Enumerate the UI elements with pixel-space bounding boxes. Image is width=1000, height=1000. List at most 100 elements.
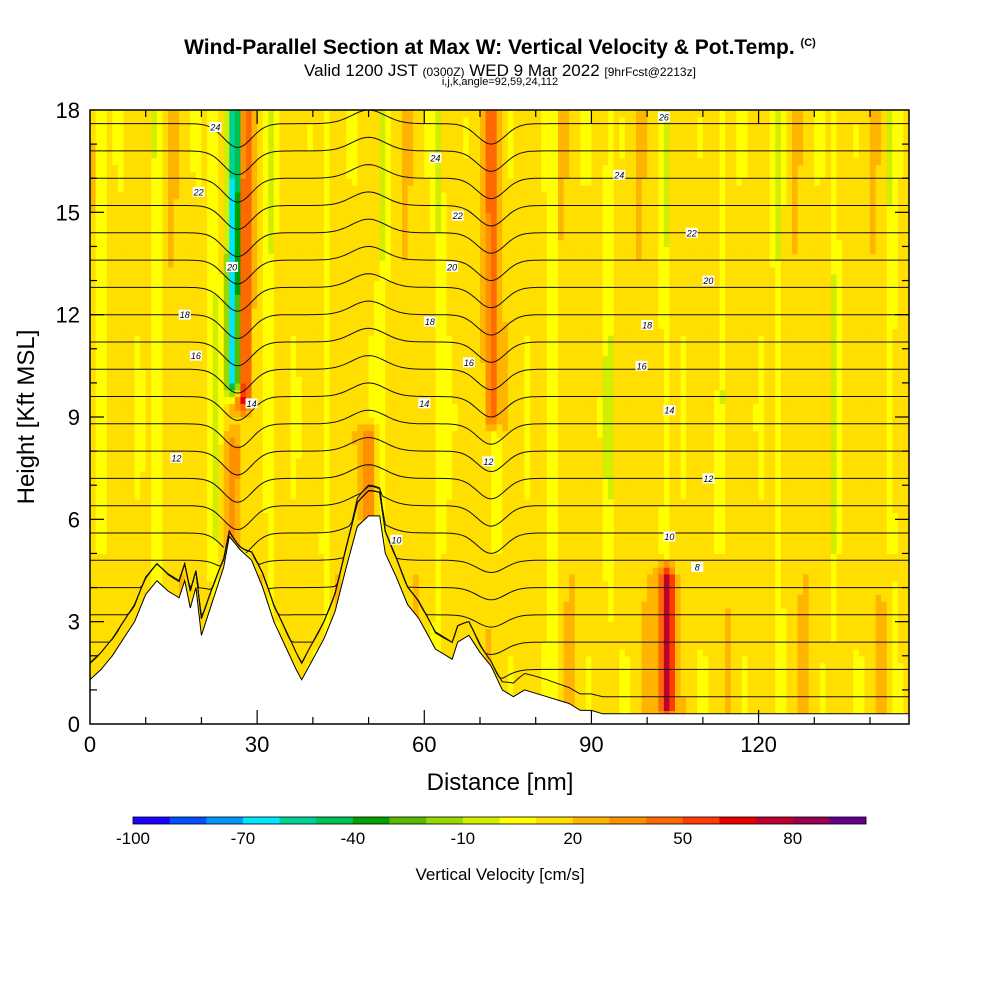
velocity-cell: [279, 348, 286, 357]
velocity-cell: [223, 280, 230, 288]
velocity-cell: [296, 635, 303, 643]
velocity-cell: [123, 362, 130, 370]
velocity-cell: [190, 171, 197, 179]
velocity-cell: [296, 212, 303, 220]
velocity-cell: [257, 423, 264, 432]
velocity-cell: [357, 225, 364, 234]
velocity-cell: [340, 437, 347, 445]
velocity-cell: [251, 505, 258, 514]
velocity-cell: [329, 280, 336, 288]
velocity-cell: [290, 526, 297, 534]
velocity-cell: [301, 116, 308, 125]
velocity-cell: [173, 219, 180, 227]
velocity-cell: [195, 198, 203, 207]
velocity-cell: [279, 532, 286, 541]
velocity-cell: [329, 185, 336, 193]
velocity-cell: [129, 437, 136, 445]
velocity-cell: [279, 485, 286, 493]
velocity-cell: [279, 396, 286, 404]
velocity-cell: [90, 580, 97, 589]
velocity-cell: [268, 601, 275, 609]
velocity-cell: [251, 341, 258, 350]
velocity-cell: [385, 430, 392, 439]
velocity-cell: [95, 260, 102, 268]
velocity-cell: [357, 307, 364, 316]
velocity-cell: [246, 376, 253, 384]
velocity-cell: [117, 157, 125, 166]
velocity-cell: [312, 423, 320, 432]
velocity-cell: [290, 280, 297, 288]
velocity-cell: [385, 437, 392, 445]
velocity-cell: [374, 382, 381, 391]
velocity-cell: [90, 423, 97, 432]
velocity-cell: [318, 301, 325, 309]
velocity-cell: [223, 123, 230, 132]
velocity-cell: [218, 532, 225, 541]
velocity-cell: [363, 212, 370, 220]
velocity-cell: [307, 137, 314, 145]
velocity-cell: [257, 130, 264, 138]
velocity-cell: [285, 225, 292, 234]
velocity-cell: [162, 376, 169, 384]
velocity-cell: [145, 171, 152, 179]
velocity-cell: [207, 185, 214, 193]
velocity-cell: [379, 348, 386, 357]
velocity-cell: [229, 246, 236, 254]
velocity-cell: [117, 417, 125, 425]
velocity-cell: [112, 130, 119, 138]
velocity-cell: [229, 464, 236, 473]
velocity-cell: [207, 539, 214, 548]
velocity-cell: [290, 164, 297, 172]
velocity-cell: [201, 492, 208, 500]
velocity-cell: [184, 348, 191, 357]
velocity-cell: [296, 669, 303, 677]
velocity-cell: [168, 539, 175, 548]
velocity-cell: [273, 239, 281, 248]
velocity-cell: [123, 328, 130, 336]
velocity-cell: [179, 580, 186, 589]
velocity-cell: [90, 573, 97, 582]
velocity-cell: [273, 198, 281, 207]
velocity-cell: [385, 260, 392, 268]
velocity-cell: [268, 198, 275, 207]
velocity-cell: [123, 437, 130, 445]
velocity-cell: [134, 587, 141, 595]
velocity-cell: [195, 464, 203, 473]
velocity-cell: [301, 417, 308, 425]
velocity-cell: [346, 205, 353, 213]
velocity-cell: [251, 157, 258, 166]
velocity-cell: [290, 157, 297, 166]
velocity-cell: [307, 157, 314, 166]
velocity-cell: [324, 123, 331, 132]
velocity-cell: [312, 116, 320, 125]
velocity-cell: [145, 553, 152, 561]
velocity-cell: [346, 116, 353, 125]
velocity-cell: [190, 451, 197, 459]
velocity-cell: [351, 150, 359, 159]
velocity-cell: [301, 546, 308, 555]
velocity-cell: [112, 137, 119, 145]
velocity-cell: [329, 546, 336, 555]
velocity-cell: [368, 178, 375, 186]
velocity-cell: [273, 123, 281, 132]
velocity-cell: [340, 144, 347, 152]
velocity-cell: [201, 396, 208, 404]
velocity-cell: [346, 485, 353, 493]
velocity-cell: [173, 164, 180, 172]
velocity-cell: [162, 232, 169, 241]
velocity-cell: [134, 301, 141, 309]
velocity-cell: [257, 362, 264, 370]
velocity-cell: [156, 130, 164, 138]
velocity-cell: [156, 573, 164, 582]
velocity-cell: [218, 444, 225, 452]
velocity-cell: [129, 478, 136, 486]
velocity-cell: [123, 601, 130, 609]
velocity-cell: [340, 110, 347, 118]
velocity-cell: [357, 219, 364, 227]
velocity-cell: [285, 116, 292, 125]
velocity-cell: [346, 389, 353, 398]
velocity-cell: [257, 498, 264, 507]
velocity-cell: [123, 287, 130, 295]
velocity-cell: [340, 171, 347, 179]
velocity-cell: [156, 567, 164, 575]
